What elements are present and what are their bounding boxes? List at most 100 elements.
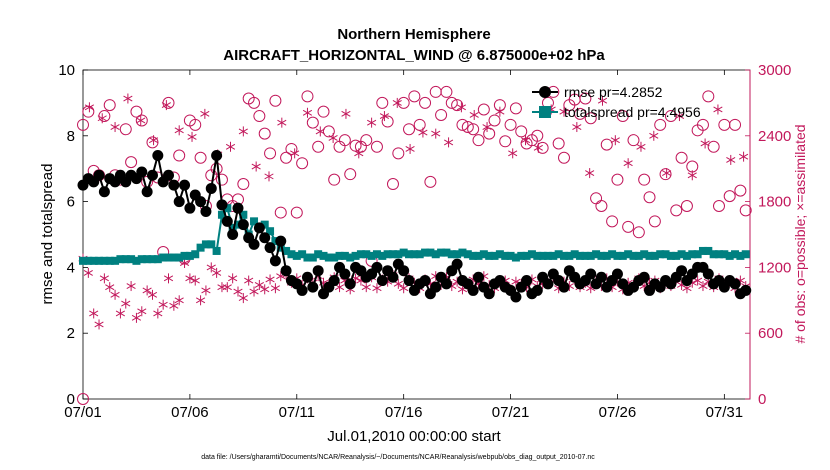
rmse-point bbox=[344, 278, 356, 290]
possible-point bbox=[680, 199, 693, 212]
spread-point bbox=[314, 250, 323, 259]
assimilated-point bbox=[354, 148, 364, 159]
possible-point bbox=[386, 178, 399, 191]
possible-point bbox=[376, 96, 389, 109]
y2-tick-label: 2400 bbox=[758, 128, 791, 145]
possible-point bbox=[77, 393, 89, 405]
rmse-point bbox=[440, 278, 452, 290]
assimilated-point bbox=[83, 267, 93, 278]
assimilated-point bbox=[726, 154, 736, 165]
spread-point bbox=[485, 251, 494, 260]
y-axis-right: 0 600 1200 1800 2400 3000 bbox=[745, 62, 791, 408]
possible-point bbox=[322, 125, 335, 138]
spread-point bbox=[715, 250, 724, 259]
spread-point bbox=[522, 251, 531, 260]
possible-point bbox=[531, 129, 544, 142]
possible-point bbox=[632, 226, 645, 239]
spread-point bbox=[100, 256, 109, 265]
spread-point bbox=[629, 251, 638, 260]
spread-point bbox=[340, 251, 349, 260]
rmse-point bbox=[676, 265, 688, 277]
spread-point bbox=[650, 251, 659, 260]
spread-point bbox=[356, 250, 365, 259]
spread-point bbox=[431, 250, 440, 259]
spread-point bbox=[260, 220, 269, 229]
legend-rmse-label: rmse pr=4.2852 bbox=[564, 84, 663, 100]
spread-point bbox=[111, 256, 120, 265]
possible-point bbox=[515, 125, 528, 138]
possible-point bbox=[456, 118, 469, 131]
possible-point bbox=[338, 134, 351, 147]
rmse-point bbox=[173, 196, 185, 208]
possible-point bbox=[558, 151, 571, 164]
y-tick-label: 2 bbox=[67, 325, 75, 342]
y-tick-label: 0 bbox=[67, 391, 75, 408]
possible-point bbox=[536, 141, 549, 154]
assimilated-point bbox=[431, 128, 441, 139]
possible-point bbox=[103, 99, 116, 112]
spread-point bbox=[538, 251, 547, 260]
spread-point bbox=[164, 253, 173, 262]
spread-point bbox=[212, 246, 221, 255]
assimilated-point bbox=[238, 293, 248, 304]
x-axis-label: Jul.01,2010 00:00:00 start bbox=[327, 428, 501, 445]
y-tick-label: 10 bbox=[58, 62, 75, 79]
rmse-point bbox=[136, 166, 148, 178]
spread-point bbox=[137, 255, 146, 264]
assimilated-point bbox=[290, 148, 300, 159]
possible-point bbox=[654, 118, 667, 131]
spread-point bbox=[554, 250, 563, 259]
spread-point bbox=[399, 248, 408, 257]
possible-point bbox=[408, 90, 421, 103]
plot-area bbox=[82, 69, 751, 400]
possible-point bbox=[419, 96, 432, 109]
spread-point bbox=[533, 251, 542, 260]
rmse-point bbox=[729, 278, 741, 290]
assimilated-point bbox=[636, 141, 646, 152]
assimilated-point bbox=[260, 284, 270, 295]
possible-point bbox=[135, 114, 148, 127]
spread-point bbox=[191, 250, 200, 259]
possible-point bbox=[392, 147, 405, 160]
possible-point bbox=[125, 156, 138, 169]
possible-point bbox=[253, 110, 266, 123]
assimilated-point bbox=[222, 282, 232, 293]
spread-point bbox=[501, 251, 510, 260]
possible-point bbox=[173, 149, 186, 162]
possible-point bbox=[440, 85, 453, 98]
possible-point bbox=[723, 190, 736, 203]
assimilated-point bbox=[533, 142, 543, 153]
possible-point bbox=[360, 134, 373, 147]
assimilated-point bbox=[713, 104, 723, 115]
assimilated-point bbox=[361, 282, 371, 293]
possible-point bbox=[509, 102, 522, 115]
spread-point bbox=[421, 248, 430, 257]
assimilated-point bbox=[469, 109, 479, 120]
assimilated-point bbox=[97, 113, 107, 124]
spread-point bbox=[463, 250, 472, 259]
rmse-point bbox=[312, 265, 324, 277]
spread-point bbox=[303, 253, 312, 262]
spread-point bbox=[292, 251, 301, 260]
rmse-point bbox=[264, 242, 276, 254]
x-axis: 07/01 07/06 07/11 07/16 07/21 07/26 07/31 bbox=[64, 70, 743, 421]
possible-point bbox=[435, 108, 448, 121]
rmse-point bbox=[280, 265, 292, 277]
assimilated-point bbox=[700, 138, 710, 149]
assimilated-point bbox=[372, 283, 382, 294]
possible-point bbox=[477, 103, 490, 116]
possible-point bbox=[713, 199, 726, 212]
assimilated-point bbox=[161, 100, 171, 111]
x-tick-label: 07/06 bbox=[171, 404, 209, 421]
assimilated-point bbox=[89, 308, 99, 319]
spread-point bbox=[175, 253, 184, 262]
spread-point bbox=[506, 251, 515, 260]
legend-spread-marker bbox=[539, 106, 551, 118]
possible-point bbox=[622, 220, 635, 233]
assimilated-point bbox=[137, 306, 147, 317]
spread-point bbox=[410, 250, 419, 259]
x-tick-label: 07/26 bbox=[599, 404, 637, 421]
spread-point bbox=[239, 210, 248, 219]
rmse-point bbox=[510, 291, 522, 303]
spread-point bbox=[223, 204, 232, 213]
